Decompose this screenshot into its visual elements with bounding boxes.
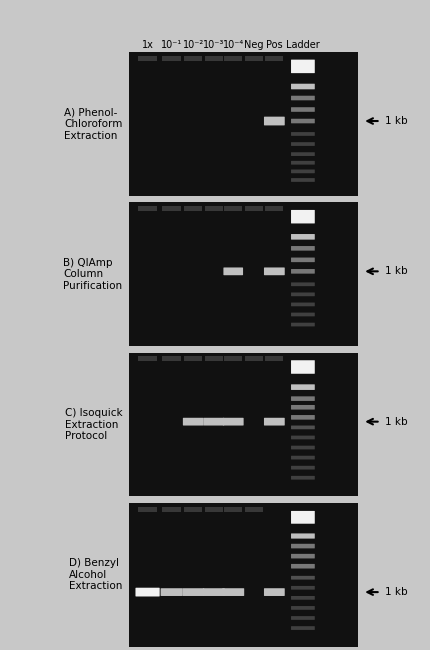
FancyBboxPatch shape [290, 626, 314, 630]
FancyBboxPatch shape [290, 576, 314, 580]
Text: 10⁻¹: 10⁻¹ [160, 40, 182, 50]
FancyBboxPatch shape [160, 588, 182, 596]
FancyBboxPatch shape [290, 606, 314, 610]
Text: 1 kb: 1 kb [384, 116, 407, 126]
FancyBboxPatch shape [290, 178, 314, 182]
Bar [138, 56, 157, 60]
Text: Neg: Neg [243, 40, 263, 50]
Text: 10⁻³: 10⁻³ [203, 40, 224, 50]
Bar [244, 56, 262, 60]
Bar [224, 206, 242, 211]
FancyBboxPatch shape [290, 405, 314, 410]
FancyBboxPatch shape [290, 142, 314, 146]
FancyBboxPatch shape [263, 418, 284, 426]
Text: D) Benzyl
Alcohol
Extraction: D) Benzyl Alcohol Extraction [69, 558, 122, 592]
FancyBboxPatch shape [223, 267, 243, 275]
FancyBboxPatch shape [290, 234, 314, 240]
Bar [204, 356, 222, 361]
FancyBboxPatch shape [290, 436, 314, 439]
Text: Ladder: Ladder [286, 40, 319, 50]
FancyBboxPatch shape [222, 588, 244, 596]
Bar [224, 506, 242, 512]
Text: 1 kb: 1 kb [384, 587, 407, 597]
Text: 1x: 1x [141, 40, 153, 50]
Bar [204, 56, 222, 60]
FancyBboxPatch shape [290, 292, 314, 296]
FancyBboxPatch shape [290, 84, 314, 89]
FancyBboxPatch shape [290, 322, 314, 326]
FancyBboxPatch shape [290, 446, 314, 449]
FancyBboxPatch shape [290, 269, 314, 274]
FancyBboxPatch shape [263, 588, 284, 596]
Bar [162, 206, 180, 211]
Bar [162, 356, 180, 361]
FancyBboxPatch shape [290, 534, 314, 539]
Bar [244, 356, 262, 361]
Text: 1 kb: 1 kb [384, 417, 407, 426]
Bar [138, 206, 157, 211]
Bar [184, 206, 202, 211]
FancyBboxPatch shape [290, 586, 314, 590]
Bar [204, 506, 222, 512]
FancyBboxPatch shape [290, 511, 314, 524]
FancyBboxPatch shape [290, 119, 314, 124]
FancyBboxPatch shape [290, 415, 314, 420]
Text: 1 kb: 1 kb [384, 266, 407, 276]
Bar [224, 56, 242, 60]
Bar [264, 206, 283, 211]
FancyBboxPatch shape [203, 418, 224, 426]
Text: C) Isoquick
Extraction
Protocol: C) Isoquick Extraction Protocol [64, 408, 122, 441]
FancyBboxPatch shape [290, 616, 314, 620]
Text: Pos: Pos [265, 40, 282, 50]
FancyBboxPatch shape [290, 564, 314, 569]
FancyBboxPatch shape [290, 282, 314, 286]
Text: A) Phenol-
Chloroform
Extraction: A) Phenol- Chloroform Extraction [64, 107, 122, 140]
Bar [138, 506, 157, 512]
FancyBboxPatch shape [182, 418, 203, 426]
FancyBboxPatch shape [290, 396, 314, 401]
Bar [244, 506, 262, 512]
Bar [184, 506, 202, 512]
Bar [264, 56, 283, 60]
FancyBboxPatch shape [290, 132, 314, 136]
FancyBboxPatch shape [263, 267, 284, 275]
FancyBboxPatch shape [290, 210, 314, 224]
FancyBboxPatch shape [290, 426, 314, 429]
FancyBboxPatch shape [290, 96, 314, 100]
Bar [184, 56, 202, 60]
FancyBboxPatch shape [290, 257, 314, 262]
FancyBboxPatch shape [290, 596, 314, 600]
Bar [162, 506, 180, 512]
FancyBboxPatch shape [290, 554, 314, 558]
Text: B) QIAmp
Column
Purification: B) QIAmp Column Purification [63, 257, 122, 291]
Bar [204, 206, 222, 211]
FancyBboxPatch shape [290, 456, 314, 460]
Bar [244, 206, 262, 211]
FancyBboxPatch shape [290, 476, 314, 480]
FancyBboxPatch shape [290, 302, 314, 306]
Bar [138, 356, 157, 361]
Text: 10⁻⁴: 10⁻⁴ [222, 40, 243, 50]
FancyBboxPatch shape [290, 544, 314, 549]
Bar [184, 356, 202, 361]
FancyBboxPatch shape [290, 313, 314, 317]
Text: 10⁻²: 10⁻² [182, 40, 203, 50]
FancyBboxPatch shape [290, 466, 314, 469]
Bar [162, 56, 180, 60]
FancyBboxPatch shape [290, 107, 314, 112]
FancyBboxPatch shape [182, 588, 204, 596]
FancyBboxPatch shape [290, 246, 314, 251]
FancyBboxPatch shape [290, 60, 314, 73]
FancyBboxPatch shape [290, 384, 314, 390]
Bar [264, 356, 283, 361]
Bar [224, 356, 242, 361]
FancyBboxPatch shape [135, 588, 159, 597]
FancyBboxPatch shape [222, 418, 243, 426]
FancyBboxPatch shape [263, 116, 284, 125]
FancyBboxPatch shape [290, 360, 314, 374]
FancyBboxPatch shape [203, 588, 224, 596]
FancyBboxPatch shape [290, 152, 314, 156]
FancyBboxPatch shape [290, 161, 314, 164]
FancyBboxPatch shape [290, 170, 314, 174]
